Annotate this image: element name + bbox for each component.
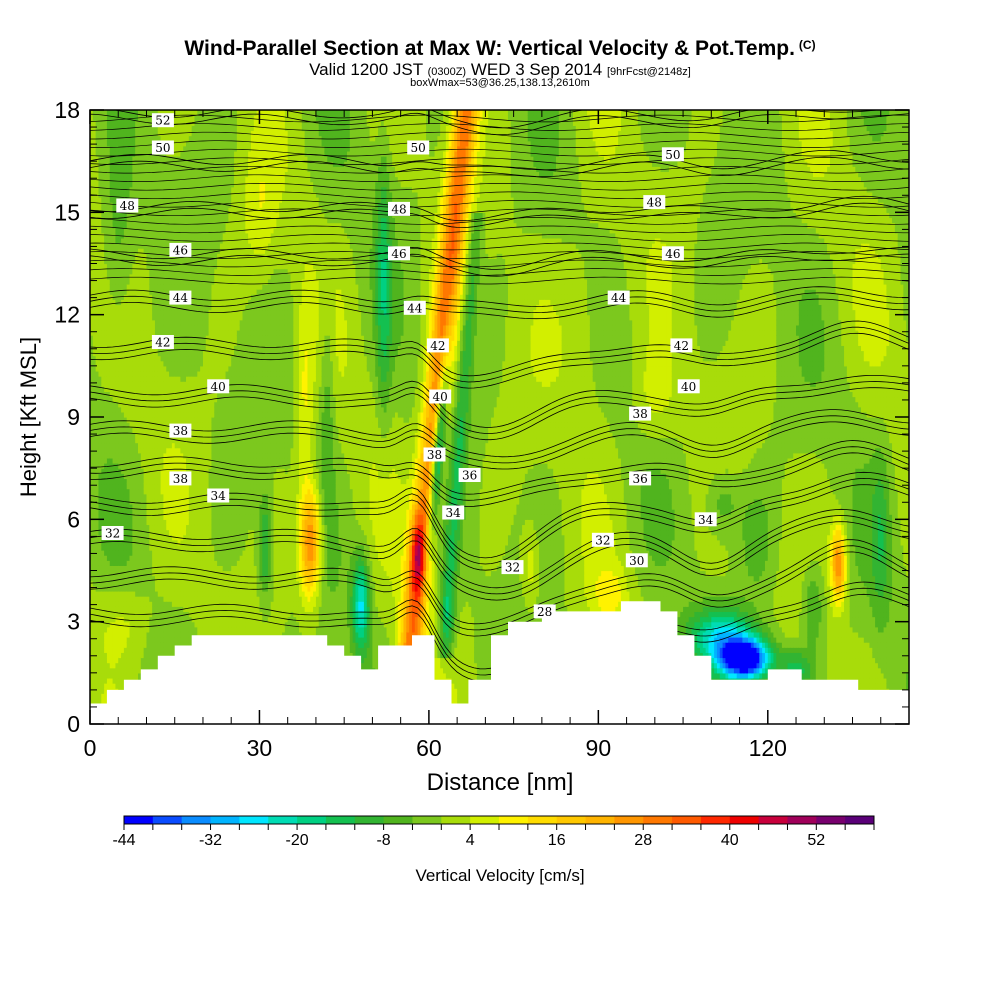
colorbar-swatch <box>412 816 441 824</box>
colorbar-tick-label: -32 <box>199 832 222 849</box>
y-tick-label: 3 <box>67 609 80 635</box>
colorbar-label: Vertical Velocity [cm/s] <box>415 866 584 885</box>
colorbar-swatch <box>787 816 816 824</box>
colorbar-tick-label: 40 <box>721 832 739 849</box>
contour-label: 52 <box>152 113 174 128</box>
colorbar-tick-label: 28 <box>634 832 652 849</box>
contour-label: 42 <box>670 338 692 353</box>
colorbar-tick-label: 52 <box>807 832 825 849</box>
contour-label: 34 <box>207 489 229 504</box>
contour-label: 46 <box>662 246 684 260</box>
contour-label: 32 <box>502 560 524 575</box>
colorbar-tick-label: -20 <box>286 832 309 849</box>
contour-label: 46 <box>169 243 191 258</box>
contour-label: 50 <box>152 141 174 156</box>
x-tick-label: 0 <box>84 735 97 761</box>
colorbar-swatch <box>124 816 153 824</box>
contour-label: 40 <box>207 379 229 394</box>
contour-label: 44 <box>608 291 630 306</box>
y-tick-label: 18 <box>54 97 80 123</box>
y-tick-label: 15 <box>54 199 80 225</box>
contour-label: 38 <box>424 448 446 463</box>
colorbar-swatch <box>297 816 326 824</box>
contour-label: 48 <box>388 202 410 217</box>
colorbar-swatch <box>470 816 499 824</box>
contour-label: 36 <box>629 471 651 486</box>
colorbar-swatch <box>643 816 672 824</box>
colorbar-swatch <box>557 816 586 824</box>
y-tick-label: 0 <box>67 711 80 737</box>
colorbar-swatch <box>614 816 643 824</box>
y-tick-label: 12 <box>54 302 80 328</box>
colorbar-swatch <box>326 816 355 824</box>
contour-label: 46 <box>388 246 410 260</box>
colorbar-tick-label: 4 <box>466 832 475 849</box>
contour-label: 44 <box>404 301 426 316</box>
colorbar-swatch <box>153 816 182 824</box>
contour-label: 42 <box>427 338 449 353</box>
contour-label: 50 <box>407 141 429 156</box>
colorbar-swatch <box>730 816 759 824</box>
colorbar-swatch <box>384 816 413 824</box>
colorbar-swatch <box>182 816 211 824</box>
contour-label: 34 <box>442 506 464 521</box>
colorbar-swatch <box>701 816 730 824</box>
x-tick-label: 90 <box>586 735 612 761</box>
contour-label: 40 <box>429 390 451 405</box>
contour-label: 50 <box>662 147 684 162</box>
x-tick-label: 60 <box>416 735 442 761</box>
colorbar-swatch <box>441 816 470 824</box>
contour-label: 38 <box>629 407 651 422</box>
colorbar-swatch <box>759 816 788 824</box>
colorbar-swatch <box>586 816 615 824</box>
contour-label: 42 <box>152 335 174 350</box>
colorbar-tick-label: 16 <box>548 832 566 849</box>
contour-label: 44 <box>169 291 191 306</box>
y-tick-label: 6 <box>67 506 80 532</box>
y-axis-label: Height [Kft MSL] <box>16 337 41 497</box>
contour-label: 32 <box>102 526 124 541</box>
colorbar: -44 -32 -20 -8 4 16 28 40 52 <box>112 816 874 849</box>
colorbar-swatch <box>528 816 557 824</box>
x-tick-label: 30 <box>247 735 273 761</box>
contour-label: 30 <box>626 553 648 568</box>
x-tick-label: 120 <box>749 735 787 761</box>
colorbar-swatch <box>816 816 845 824</box>
x-axis-label: Distance [nm] <box>427 769 574 796</box>
contour-label: 28 <box>534 604 556 619</box>
contour-label: 34 <box>695 512 717 527</box>
colorbar-swatch <box>268 816 297 824</box>
contour-label: 32 <box>592 533 614 548</box>
contour-label: 48 <box>643 195 665 210</box>
contour-label: 48 <box>116 199 138 214</box>
colorbar-swatch <box>672 816 701 824</box>
contour-label: 38 <box>169 471 191 486</box>
colorbar-tick-label: -44 <box>112 832 135 849</box>
contour-label: 36 <box>459 468 481 483</box>
colorbar-swatch <box>211 816 240 824</box>
colorbar-swatch <box>845 816 874 824</box>
y-tick-label: 9 <box>67 404 80 430</box>
colorbar-swatch <box>499 816 528 824</box>
colorbar-swatch <box>239 816 268 824</box>
contour-label: 38 <box>169 424 191 439</box>
contour-label: 40 <box>678 379 700 394</box>
colorbar-swatch <box>355 816 384 824</box>
colorbar-tick-label: -8 <box>376 832 390 849</box>
